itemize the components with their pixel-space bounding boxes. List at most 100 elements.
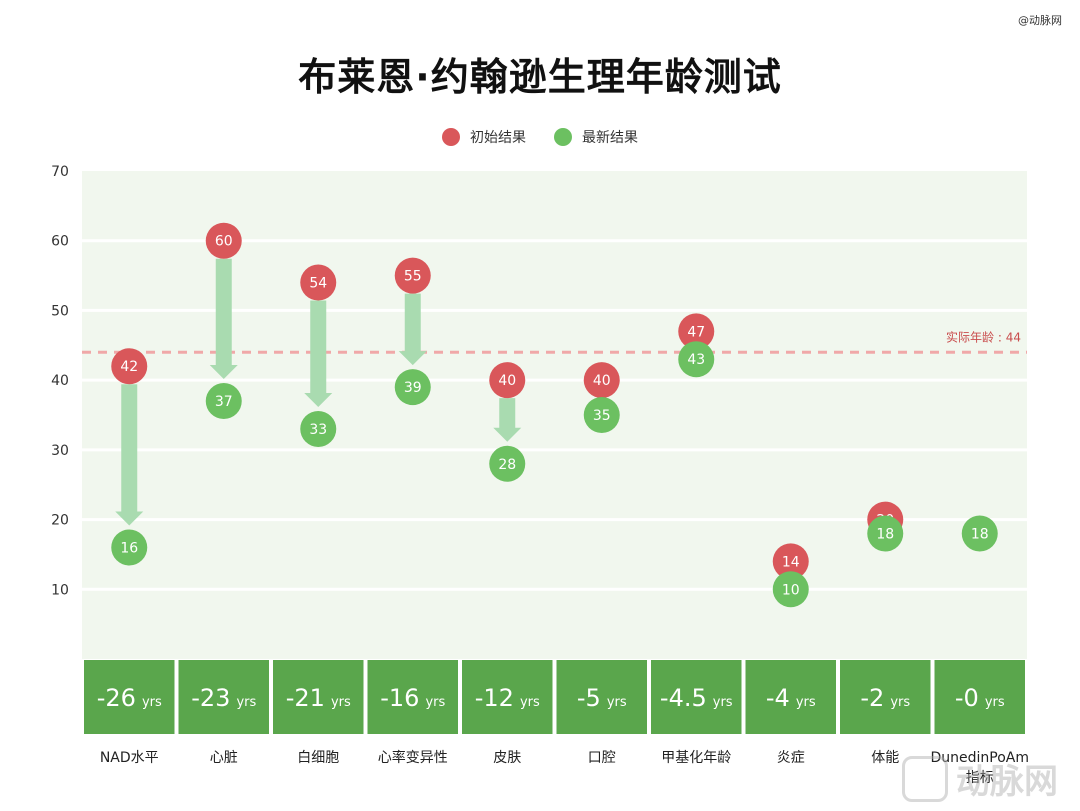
x-tick-label: NAD水平	[100, 750, 159, 766]
change-value: -26 yrs	[97, 684, 162, 712]
change-box: -23 yrs	[178, 660, 269, 734]
latest-point-label: 16	[120, 540, 138, 556]
initial-point-dot	[489, 362, 526, 399]
latest-point-dot	[205, 383, 242, 420]
initial-point-label: 40	[593, 373, 611, 389]
change-box: -2 yrs	[840, 660, 931, 734]
y-tick-label: 30	[51, 443, 69, 459]
latest-point: 10	[772, 571, 809, 608]
initial-point-label: 60	[215, 234, 233, 250]
change-box: -4.5 yrs	[651, 660, 742, 734]
latest-point: 43	[678, 341, 715, 378]
change-box-bg	[745, 660, 836, 734]
latest-point: 39	[394, 369, 431, 406]
change-value: -12 yrs	[475, 684, 540, 712]
latest-point-dot	[678, 341, 715, 378]
change-box-bg	[367, 660, 458, 734]
latest-point-dot	[489, 445, 526, 482]
initial-point: 60	[205, 222, 242, 259]
latest-point-label: 39	[404, 380, 422, 396]
initial-point: 42	[111, 348, 148, 385]
y-tick-label: 20	[51, 513, 69, 529]
change-arrow	[493, 398, 522, 442]
latest-point-label: 37	[215, 394, 233, 410]
legend-label-latest: 最新结果	[582, 130, 638, 146]
x-tick-label: 口腔	[588, 750, 616, 766]
x-tick-label: 体能	[871, 750, 899, 766]
change-value: -4.5 yrs	[660, 684, 733, 712]
x-tick-label: DunedinPoAm 指标	[930, 750, 1029, 786]
x-tick-label: 心率变异性	[378, 749, 448, 766]
change-arrow	[115, 384, 144, 526]
y-tick-label: 10	[51, 582, 69, 598]
latest-point-label: 18	[971, 527, 989, 543]
latest-point: 28	[489, 445, 526, 482]
latest-point-dot	[772, 571, 809, 608]
change-box-bg	[840, 660, 931, 734]
change-value: -0 yrs	[955, 684, 1005, 712]
legend-marker-initial	[442, 128, 460, 146]
x-tick-label: 甲基化年龄	[661, 749, 731, 766]
latest-point-dot	[111, 529, 148, 566]
change-value: -4 yrs	[766, 684, 816, 712]
initial-point-label: 40	[498, 373, 516, 389]
initial-point: 54	[300, 264, 337, 301]
watermark-top: @动脉网	[1018, 14, 1062, 27]
latest-point-dot	[961, 515, 998, 552]
legend-marker-latest	[554, 128, 572, 146]
latest-point: 35	[583, 397, 620, 433]
latest-point-label: 18	[876, 527, 894, 543]
latest-point: 33	[300, 410, 337, 447]
initial-point-dot	[772, 543, 809, 580]
initial-point: 55	[394, 257, 431, 294]
latest-point-label: 28	[498, 457, 516, 473]
change-box-bg	[934, 660, 1025, 734]
initial-point-dot	[678, 313, 715, 350]
change-box: -0 yrs	[934, 660, 1025, 734]
bottom-watermark: 动脉网	[902, 754, 1058, 803]
initial-point-dot	[205, 222, 242, 259]
initial-point-dot	[111, 348, 148, 385]
change-value: -16 yrs	[380, 684, 445, 712]
initial-point-label: 54	[309, 276, 327, 292]
latest-point: 16	[111, 529, 148, 566]
latest-point-label: 43	[687, 352, 705, 368]
latest-point-label: 35	[593, 408, 611, 424]
change-box-bg	[462, 660, 553, 734]
change-box-bg	[556, 660, 647, 734]
change-box: -21 yrs	[273, 660, 364, 734]
change-box-bg	[84, 660, 175, 734]
watermark-bottom-text: 动脉网	[956, 762, 1058, 802]
change-value: -21 yrs	[286, 684, 351, 712]
initial-point-dot	[583, 362, 620, 399]
legend: 初始结果 最新结果	[0, 127, 1080, 147]
change-box: -4 yrs	[745, 660, 836, 734]
y-tick-label: 40	[51, 373, 69, 389]
latest-point: 18	[961, 515, 998, 552]
latest-point-dot	[583, 397, 620, 433]
change-arrow	[398, 293, 427, 366]
change-box-bg	[178, 660, 269, 734]
y-tick-label: 70	[51, 164, 69, 180]
change-box: -12 yrs	[462, 660, 553, 734]
latest-point-dot	[867, 515, 904, 552]
latest-point: 18	[867, 515, 904, 552]
latest-point-dot	[300, 410, 337, 447]
x-tick-label: 心脏	[210, 750, 238, 766]
initial-point-dot	[300, 264, 337, 301]
change-arrow	[304, 300, 333, 407]
x-tick-label: 白细胞	[297, 750, 339, 766]
change-box-bg	[651, 660, 742, 734]
change-box: -16 yrs	[367, 660, 458, 734]
x-tick-label: 炎症	[777, 750, 805, 766]
y-tick-label: 60	[51, 234, 69, 250]
change-box: -26 yrs	[84, 660, 175, 734]
latest-point-label: 33	[309, 422, 327, 438]
x-tick-label: 皮肤	[493, 750, 521, 766]
initial-point: 40	[583, 362, 620, 399]
latest-point-label: 10	[782, 582, 800, 598]
legend-label-initial: 初始结果	[470, 130, 526, 146]
legend-item-latest: 最新结果	[554, 127, 638, 147]
change-value: -5 yrs	[577, 684, 627, 712]
